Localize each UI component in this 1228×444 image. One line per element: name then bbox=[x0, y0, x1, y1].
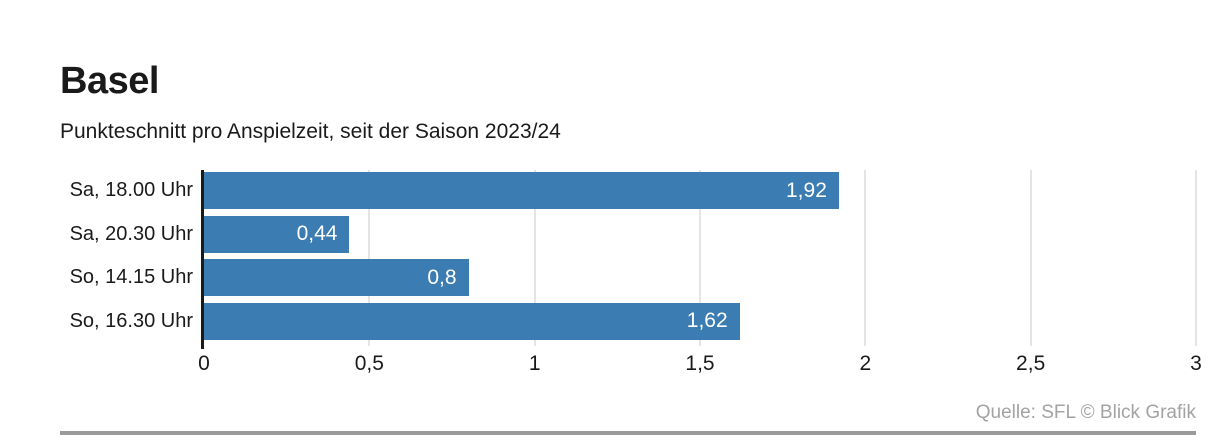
bar-value-label: 0,8 bbox=[427, 265, 457, 289]
gridline bbox=[1029, 170, 1032, 346]
category-label: Sa, 18.00 Uhr bbox=[69, 179, 193, 201]
x-tick-label: 2,5 bbox=[1016, 352, 1046, 375]
plot-area: 1,92 0,44 0,8 1,62 bbox=[201, 170, 1197, 349]
bar-value-label: 1,62 bbox=[686, 309, 728, 332]
bar-value-label: 1,92 bbox=[786, 178, 827, 202]
category-axis: Sa, 18.00 Uhr Sa, 20.30 Uhr So, 14.15 Uhr S… bbox=[60, 170, 193, 342]
bar-So, 14.15 Uhr: 0,8 bbox=[204, 259, 469, 296]
chart-title: Basel bbox=[60, 60, 159, 102]
gridline bbox=[533, 170, 536, 346]
x-axis: 0 0,5 1 1,5 2 2,5 3 bbox=[198, 352, 1202, 380]
gridline bbox=[864, 170, 867, 346]
bar-Sa, 20.30 Uhr: 0,44 bbox=[204, 215, 350, 253]
bottom-divider bbox=[60, 431, 1196, 435]
gridline bbox=[699, 170, 701, 346]
category-label: Sa, 20.30 Uhr bbox=[69, 222, 193, 245]
x-tick-label: 0,5 bbox=[354, 352, 384, 375]
x-tick-label: 1,5 bbox=[685, 352, 715, 375]
bar-Sa, 18.00 Uhr: 1,92 bbox=[204, 172, 839, 209]
y-axis-line bbox=[201, 170, 204, 349]
category-label: So, 14.15 Uhr bbox=[69, 266, 193, 288]
chart-subtitle: Punkteschnitt pro Anspielzeit, seit der … bbox=[60, 120, 561, 143]
category-label: So, 16.30 Uhr bbox=[69, 309, 193, 332]
source-credit: Quelle: SFL © Blick Grafik bbox=[975, 402, 1196, 423]
x-tick-label: 2 bbox=[859, 352, 872, 375]
gridline bbox=[1195, 170, 1197, 346]
bar-value-label: 0,44 bbox=[296, 222, 338, 245]
x-tick-label: 3 bbox=[1190, 352, 1202, 375]
bar-So, 16.30 Uhr: 1,62 bbox=[204, 302, 740, 340]
x-tick-label: 0 bbox=[198, 352, 210, 375]
x-tick-label: 1 bbox=[528, 352, 541, 375]
gridline bbox=[368, 170, 371, 346]
